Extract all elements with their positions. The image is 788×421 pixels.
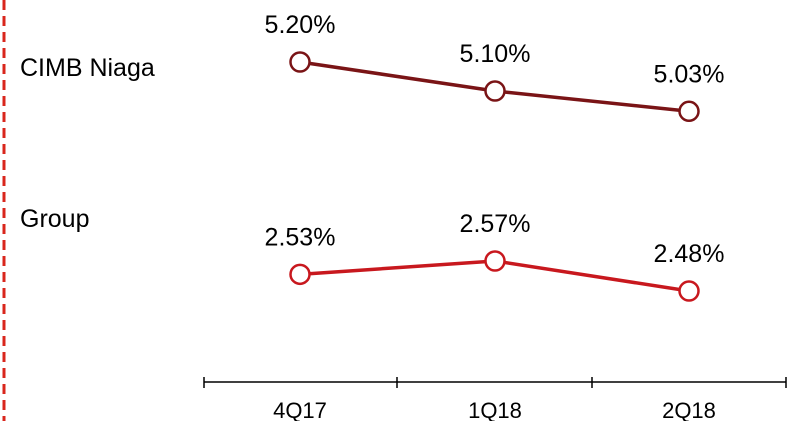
x-tick-label-4q17: 4Q17 bbox=[273, 398, 327, 421]
series-label-group: Group bbox=[20, 205, 89, 233]
x-axis: 4Q17 1Q18 2Q18 bbox=[203, 377, 787, 421]
data-label-cimb-niaga-2q18: 5.03% bbox=[654, 60, 725, 88]
data-label-group-1q18: 2.57% bbox=[460, 210, 531, 238]
data-point-group-4q17 bbox=[289, 263, 311, 286]
series-layer: 5.20% 5.10% 5.03% 2.53% 2.57% 2.48% bbox=[265, 11, 725, 302]
data-label-group-2q18: 2.48% bbox=[654, 240, 725, 268]
data-point-cimb-niaga-2q18 bbox=[678, 100, 700, 123]
data-point-group-1q18 bbox=[484, 250, 506, 272]
data-point-cimb-niaga-4q17 bbox=[289, 51, 311, 73]
data-label-cimb-niaga-4q17: 5.20% bbox=[265, 11, 336, 39]
data-label-cimb-niaga-1q18: 5.10% bbox=[460, 40, 531, 68]
data-label-group-4q17: 2.53% bbox=[265, 223, 336, 251]
x-tick-label-2q18: 2Q18 bbox=[662, 398, 716, 421]
data-point-group-2q18 bbox=[678, 280, 700, 302]
data-point-cimb-niaga-1q18 bbox=[484, 80, 506, 102]
series-label-cimb-niaga: CIMB Niaga bbox=[20, 54, 155, 82]
x-tick-label-1q18: 1Q18 bbox=[468, 398, 522, 421]
